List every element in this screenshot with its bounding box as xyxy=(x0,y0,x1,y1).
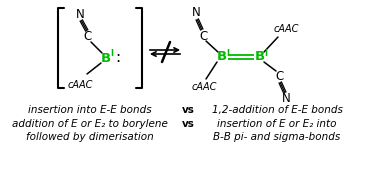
Text: vs: vs xyxy=(181,105,194,115)
Text: I: I xyxy=(110,49,113,58)
Text: B: B xyxy=(217,50,227,63)
Text: cAAC: cAAC xyxy=(191,82,217,92)
Text: N: N xyxy=(282,93,290,106)
Text: vs: vs xyxy=(181,119,194,129)
Text: 1,2-addition of E-E bonds: 1,2-addition of E-E bonds xyxy=(212,105,342,115)
Text: B-B pi- and sigma-bonds: B-B pi- and sigma-bonds xyxy=(213,132,341,142)
Text: C: C xyxy=(199,30,207,43)
Text: cAAC: cAAC xyxy=(67,80,93,90)
Text: C: C xyxy=(84,30,92,43)
Text: N: N xyxy=(192,6,200,19)
Text: addition of E or E₂ to borylene: addition of E or E₂ to borylene xyxy=(12,119,168,129)
Text: I: I xyxy=(265,49,268,57)
Text: :: : xyxy=(115,50,121,65)
Text: followed by dimerisation: followed by dimerisation xyxy=(26,132,154,142)
Text: N: N xyxy=(76,8,84,21)
Text: C: C xyxy=(275,69,283,82)
Text: B: B xyxy=(101,51,111,64)
Text: B: B xyxy=(255,50,265,63)
Text: I: I xyxy=(226,49,229,57)
Text: cAAC: cAAC xyxy=(273,24,299,34)
Text: insertion into E-E bonds: insertion into E-E bonds xyxy=(28,105,152,115)
Text: insertion of E or E₂ into: insertion of E or E₂ into xyxy=(217,119,337,129)
